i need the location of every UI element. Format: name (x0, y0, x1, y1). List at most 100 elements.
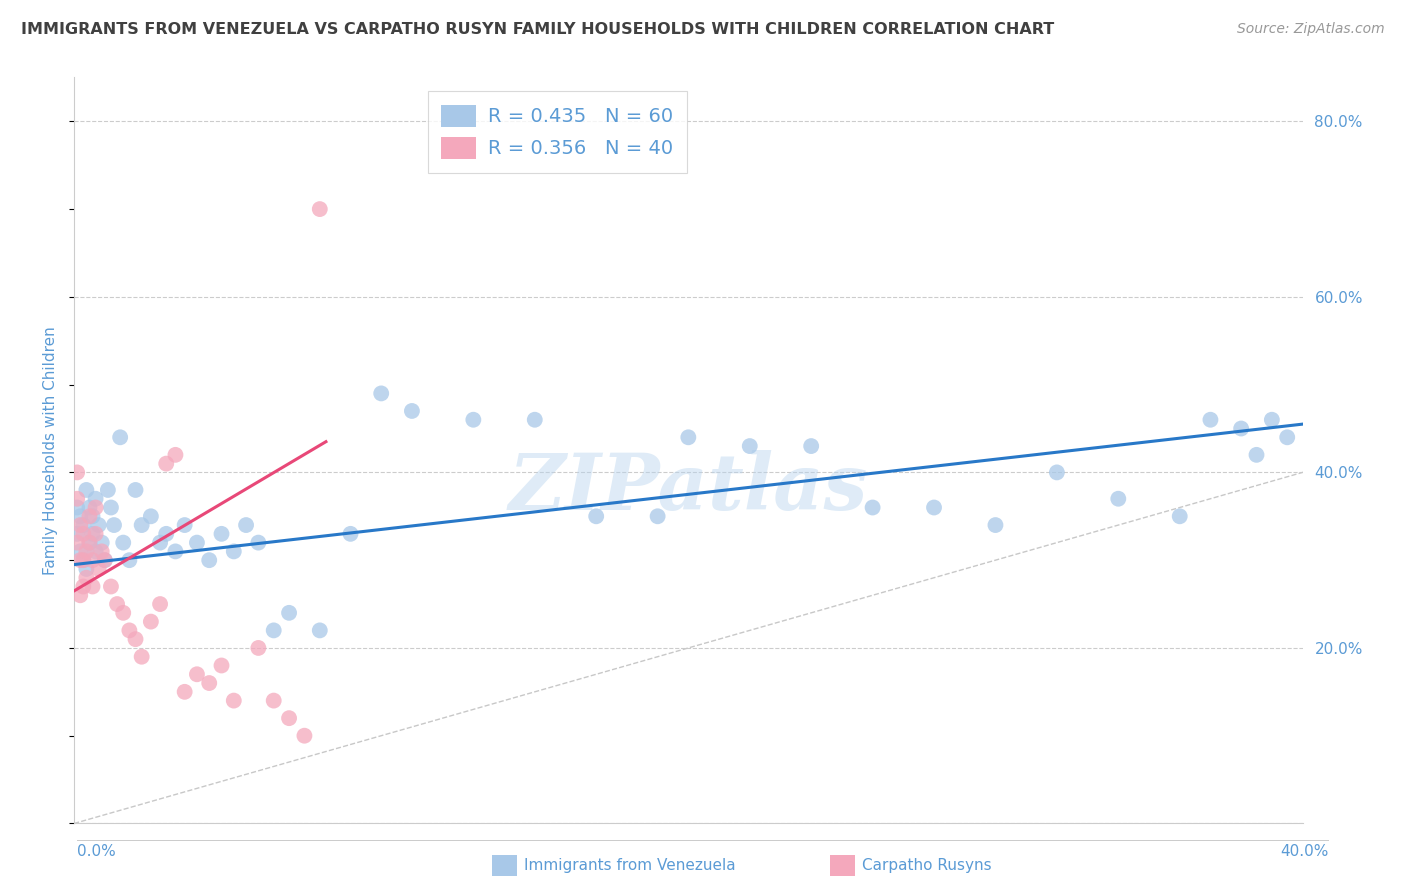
Point (87, 562, 110, 576)
Point (211, 658, 233, 673)
Point (103, 518, 125, 533)
Text: 0.0%: 0.0% (77, 845, 117, 859)
Point (1199, 413, 1222, 427)
Point (79, 535, 101, 549)
Point (72, 553, 94, 567)
Point (139, 615, 162, 629)
Point (1168, 509, 1191, 524)
Point (294, 729, 316, 743)
Point (66, 500, 89, 515)
Text: ZIPatlas: ZIPatlas (509, 450, 868, 526)
Point (112, 535, 135, 549)
Point (131, 649, 153, 664)
Point (66, 491, 89, 506)
Point (1107, 491, 1129, 506)
Point (100, 500, 122, 515)
Point (94, 553, 117, 567)
Point (108, 430, 131, 444)
Point (263, 624, 285, 638)
Point (72, 553, 94, 567)
Point (278, 711, 301, 725)
Point (678, 430, 700, 444)
Point (984, 518, 1007, 533)
Point (72, 580, 94, 594)
Point (66, 535, 89, 549)
Point (1261, 413, 1284, 427)
Point (69, 588, 91, 602)
Point (1230, 421, 1253, 435)
Point (263, 693, 285, 707)
Point (862, 500, 884, 515)
Point (84, 491, 107, 506)
Point (738, 439, 761, 453)
Point (84, 544, 107, 558)
Point (100, 580, 122, 594)
Point (463, 413, 485, 427)
Point (139, 509, 162, 524)
Point (72, 518, 94, 533)
Point (401, 404, 423, 418)
Point (124, 632, 146, 647)
Point (72, 526, 94, 541)
Point (75, 483, 97, 497)
Point (585, 509, 607, 524)
Text: 40.0%: 40.0% (1281, 845, 1329, 859)
Point (118, 553, 141, 567)
Point (173, 518, 195, 533)
Point (94, 553, 117, 567)
Point (800, 439, 823, 453)
Point (235, 518, 257, 533)
Point (87, 518, 110, 533)
Point (198, 676, 221, 690)
Point (90, 535, 112, 549)
Point (155, 526, 177, 541)
Text: Immigrants from Venezuela: Immigrants from Venezuela (524, 858, 737, 872)
Point (118, 624, 141, 638)
Point (69, 553, 91, 567)
Point (75, 562, 97, 576)
Point (79, 535, 101, 549)
Point (1246, 448, 1268, 462)
Legend: R = 0.435   N = 60, R = 0.356   N = 40: R = 0.435 N = 60, R = 0.356 N = 40 (427, 91, 686, 173)
Point (198, 553, 221, 567)
Point (186, 535, 208, 549)
Point (124, 483, 146, 497)
Point (173, 685, 195, 699)
Point (69, 509, 91, 524)
Point (66, 526, 89, 541)
Point (155, 457, 177, 471)
Point (82, 553, 104, 567)
Point (1046, 466, 1069, 480)
Point (222, 693, 245, 707)
Point (339, 526, 361, 541)
Point (79, 509, 101, 524)
Point (105, 597, 128, 611)
Text: Carpatho Rusyns: Carpatho Rusyns (862, 858, 991, 872)
Text: IMMIGRANTS FROM VENEZUELA VS CARPATHO RUSYN FAMILY HOUSEHOLDS WITH CHILDREN CORR: IMMIGRANTS FROM VENEZUELA VS CARPATHO RU… (21, 22, 1054, 37)
Point (247, 535, 270, 549)
Point (186, 667, 208, 681)
Point (523, 413, 546, 427)
Point (211, 526, 233, 541)
Y-axis label: Family Households with Children: Family Households with Children (44, 326, 58, 574)
Point (222, 544, 245, 558)
Point (922, 500, 945, 515)
Point (90, 544, 112, 558)
Point (647, 509, 669, 524)
Point (75, 571, 97, 585)
Point (82, 580, 104, 594)
Point (165, 544, 187, 558)
Point (247, 640, 270, 655)
Point (75, 544, 97, 558)
Point (112, 606, 135, 620)
Point (84, 500, 107, 515)
Point (97, 483, 120, 497)
Point (84, 526, 107, 541)
Point (308, 624, 330, 638)
Point (69, 544, 91, 558)
Text: Source: ZipAtlas.com: Source: ZipAtlas.com (1237, 22, 1385, 37)
Point (69, 518, 91, 533)
Point (370, 386, 392, 401)
Point (278, 606, 301, 620)
Point (308, 202, 330, 216)
